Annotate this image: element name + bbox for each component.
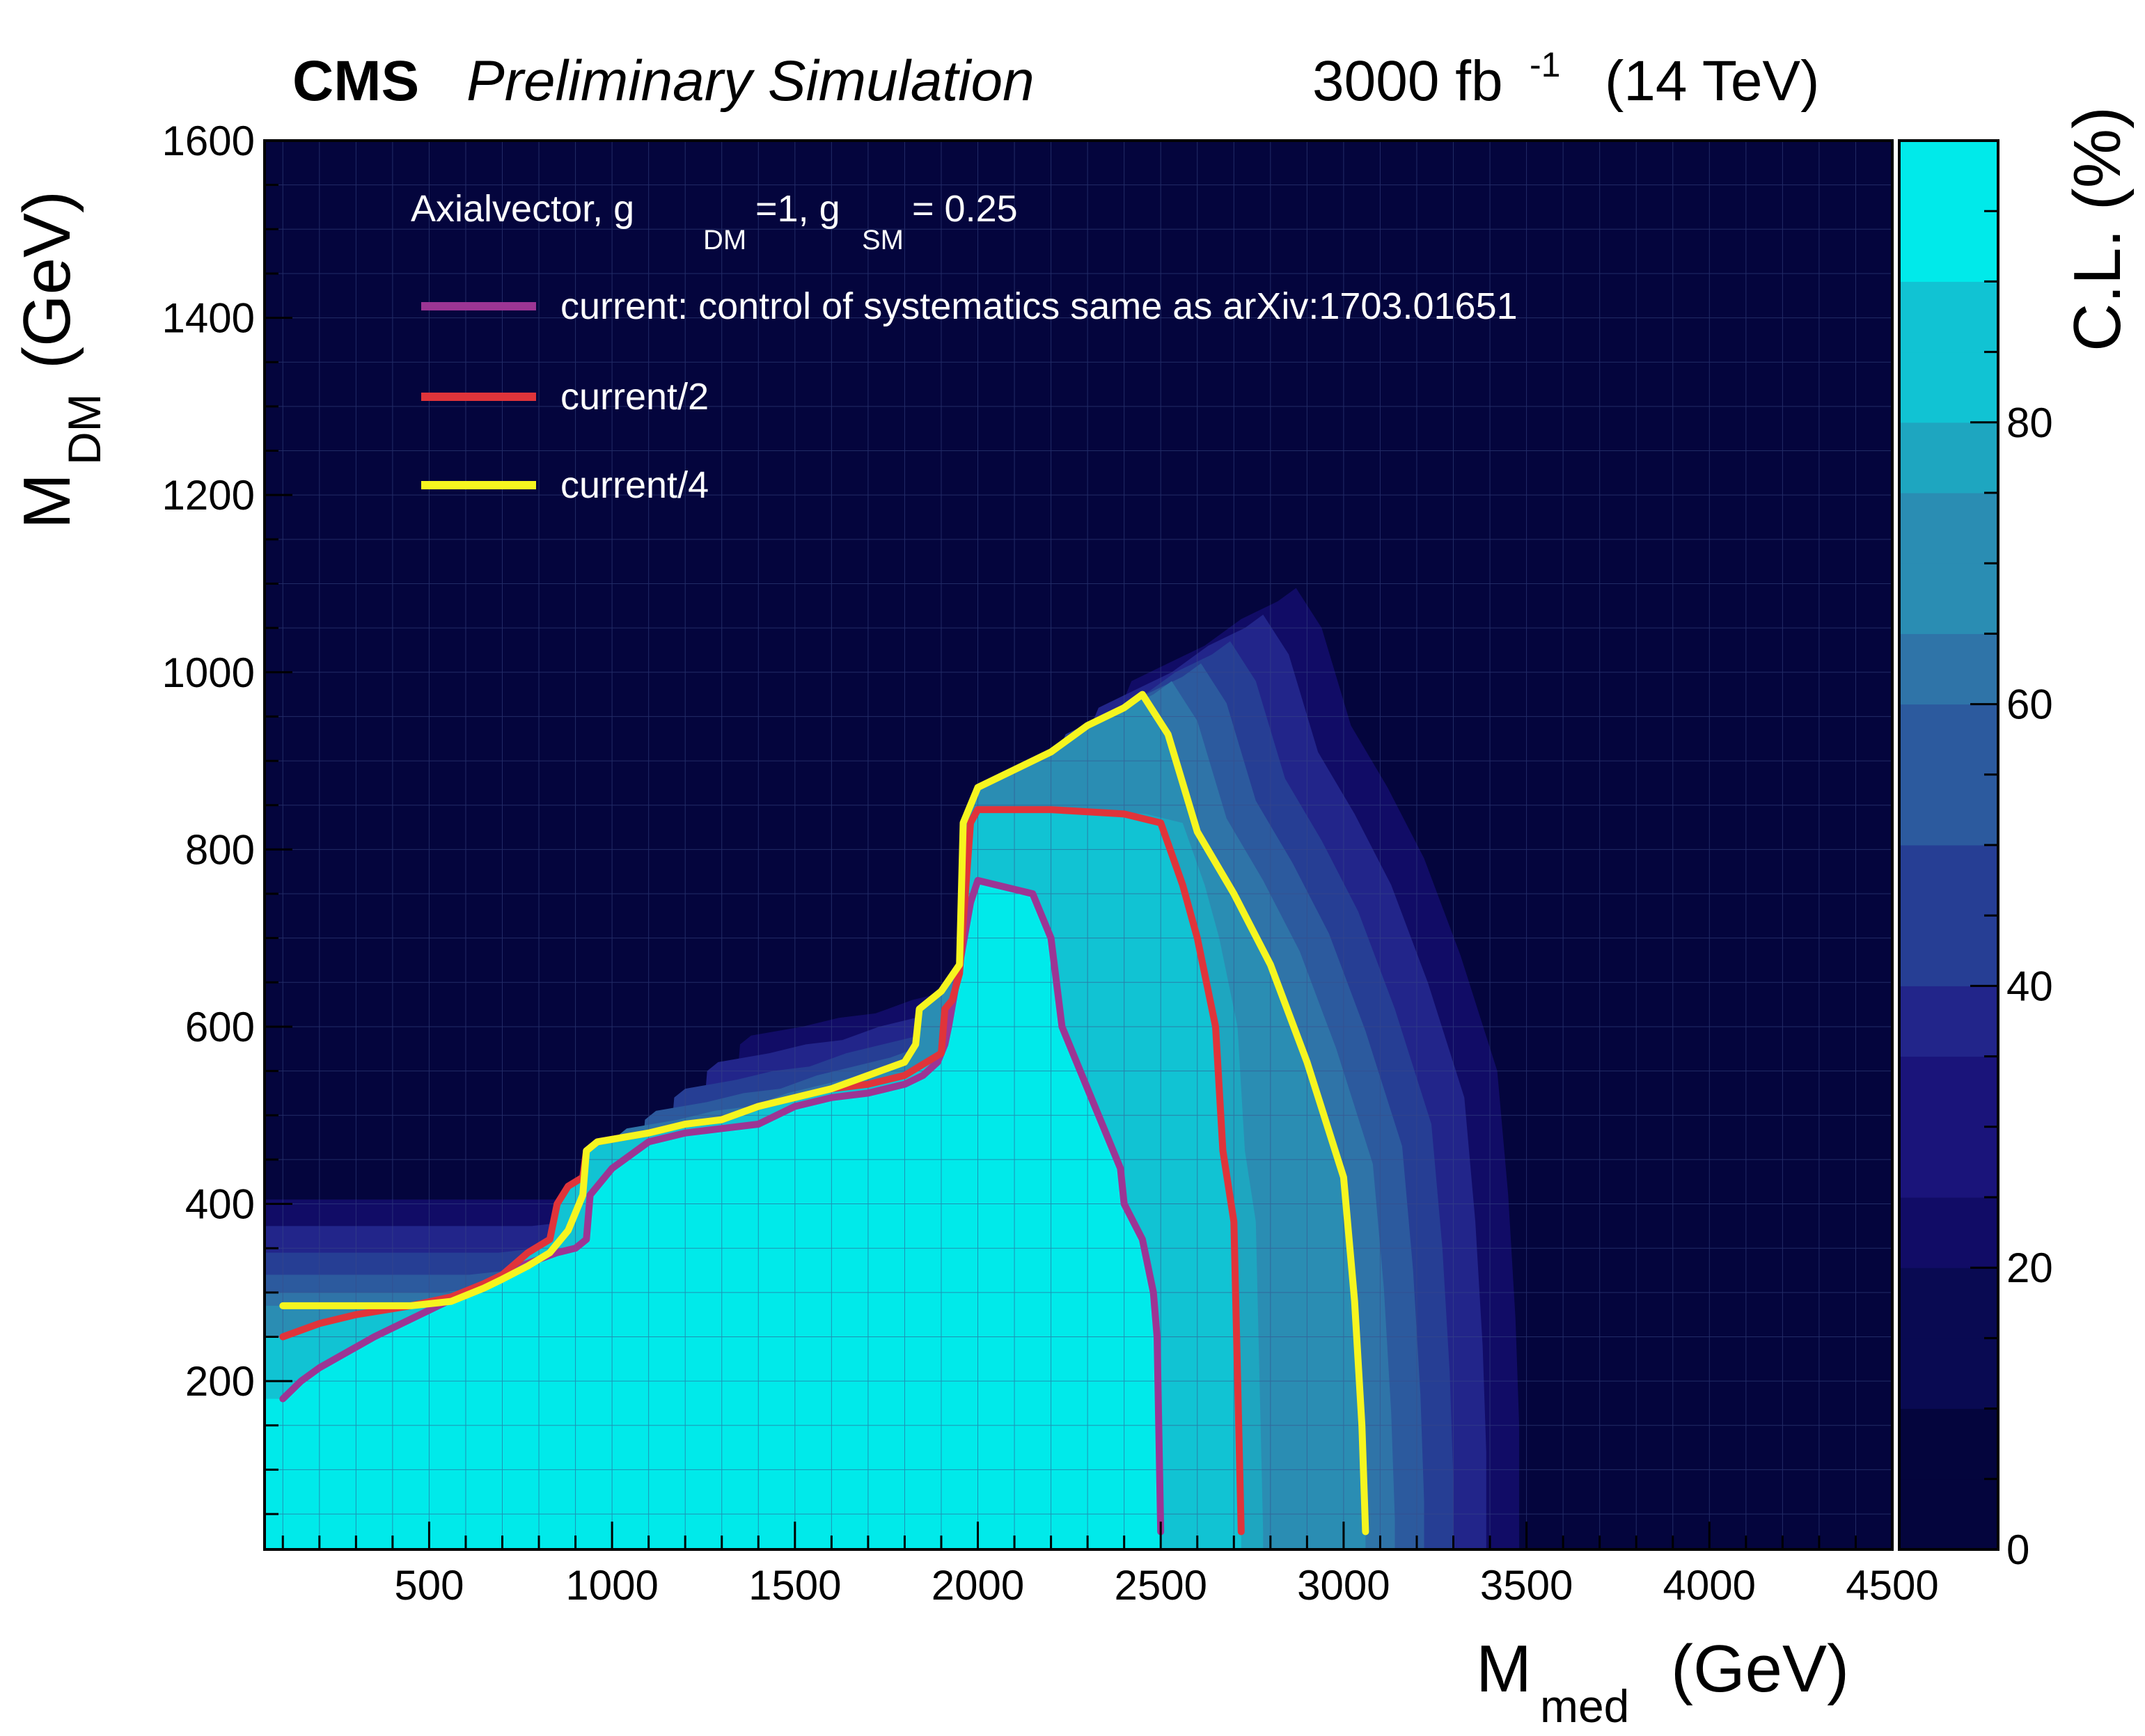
legend-model-mid: =1, g — [755, 188, 840, 230]
y-tick-label: 200 — [185, 1358, 255, 1405]
color-bar-bin — [1899, 915, 1998, 986]
color-bar-bin — [1899, 1408, 1998, 1480]
z-tick-label: 20 — [2006, 1245, 2053, 1291]
z-tick-label: 60 — [2006, 681, 2053, 728]
color-bar-bin — [1899, 1478, 1998, 1550]
header-cms: CMS — [292, 49, 419, 113]
y-tick-label: 800 — [185, 826, 255, 873]
color-bar-bin — [1899, 563, 1998, 634]
header-energy: (14 TeV) — [1605, 49, 1819, 113]
plot-area: 500 1000 1500 2000 2500 3000 3500 4000 450020040… — [162, 118, 2053, 1609]
color-bar: 0 20 40 60 80 — [1898, 139, 2053, 1573]
x-axis-title-main: M — [1476, 1632, 1532, 1706]
heatmap-region-core — [265, 889, 1157, 1549]
x-tick-label: 3000 — [1297, 1562, 1390, 1609]
x-tick-label: 2500 — [1114, 1562, 1207, 1609]
color-bar-bin — [1899, 1056, 1998, 1128]
z-tick-label: 40 — [2006, 963, 2053, 1009]
color-bar-bin — [1899, 1126, 1998, 1198]
header-lumi: 3000 fb — [1312, 49, 1503, 113]
legend-label-current: current: control of systematics same as … — [560, 285, 1518, 327]
color-bar-bin — [1899, 493, 1998, 564]
y-tick-label: 1400 — [162, 295, 255, 342]
color-bar-bin — [1899, 352, 1998, 423]
x-tick-label: 500 — [394, 1562, 464, 1609]
header-preliminary: Preliminary Simulation — [466, 49, 1035, 113]
x-tick-label: 2000 — [932, 1562, 1024, 1609]
header-lumi-exponent: -1 — [1530, 45, 1560, 84]
x-tick-label: 1000 — [565, 1562, 658, 1609]
bin-grid — [265, 141, 1892, 1549]
y-tick-label: 600 — [185, 1004, 255, 1050]
color-bar-bin — [1899, 986, 1998, 1057]
y-tick-label: 1200 — [162, 472, 255, 519]
y-axis-title-unit: (GeV) — [10, 191, 84, 369]
color-bar-bin — [1899, 845, 1998, 916]
legend-model-end: = 0.25 — [912, 188, 1018, 230]
contour-line-current-quarter — [279, 691, 1369, 1536]
color-bar-bin — [1899, 141, 1998, 212]
color-bar-bin — [1899, 281, 1998, 353]
z-tick-label: 0 — [2006, 1526, 2029, 1573]
z-axis-title: C.L. (%) — [2060, 106, 2135, 352]
x-tick-label: 3500 — [1480, 1562, 1573, 1609]
color-bar-bin — [1899, 211, 1998, 282]
x-tick-label: 4500 — [1846, 1562, 1938, 1609]
legend-label-current-half: current/2 — [560, 376, 709, 418]
legend-model-label: Axialvector, g — [411, 188, 634, 230]
x-tick-label: 1500 — [748, 1562, 841, 1609]
color-bar-bin — [1899, 633, 1998, 705]
legend: Axialvector, g DM =1, g SM = 0.25 curren… — [411, 188, 1518, 506]
color-bar-bin — [1899, 1197, 1998, 1268]
color-bar-bin — [1899, 774, 1998, 846]
color-bar-bin — [1899, 422, 1998, 494]
legend-model-sub-sm: SM — [862, 225, 904, 255]
color-bar-bin — [1899, 1268, 1998, 1339]
legend-label-current-quarter: current/4 — [560, 464, 709, 506]
x-axis-title-sub: med — [1540, 1680, 1629, 1732]
z-tick-label: 80 — [2006, 400, 2053, 446]
y-axis: 200 400 600 800 1000 1200 1400 1600 — [162, 118, 292, 1515]
y-axis-title-sub: DM — [58, 393, 110, 465]
x-axis-title-unit: (GeV) — [1671, 1632, 1849, 1706]
color-bar-bin — [1899, 704, 1998, 775]
y-tick-label: 400 — [185, 1181, 255, 1228]
y-tick-label: 1000 — [162, 649, 255, 696]
plot-frame — [263, 139, 1894, 1551]
x-axis: 500 1000 1500 2000 2500 3000 3500 4000 4500 — [281, 1522, 1939, 1609]
x-tick-label: 4000 — [1663, 1562, 1756, 1609]
color-bar-bin — [1899, 1338, 1998, 1410]
y-tick-label: 1600 — [162, 118, 255, 164]
y-axis-title-main: M — [10, 473, 84, 529]
legend-model-sub-dm: DM — [703, 225, 746, 255]
